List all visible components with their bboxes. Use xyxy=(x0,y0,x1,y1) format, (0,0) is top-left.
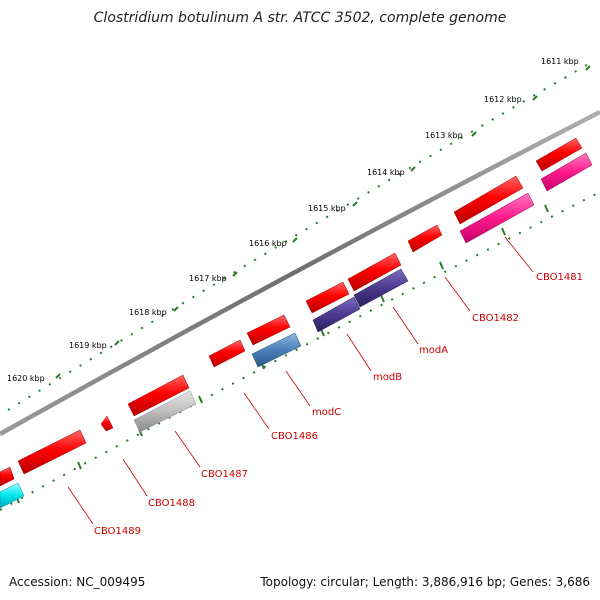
scale-label-1620: 1620 kbp xyxy=(7,374,45,383)
scale-label-1612: 1612 kbp xyxy=(484,95,522,104)
gene-arrow-cbo1481-outer[interactable] xyxy=(453,175,524,225)
leader-cbo1488 xyxy=(122,458,148,497)
scale-label-1618: 1618 kbp xyxy=(129,308,167,317)
gene-box-cbo1490[interactable] xyxy=(0,482,25,509)
gene-box-cbo1481-b[interactable] xyxy=(459,192,535,244)
label-leaders xyxy=(67,236,534,525)
gene-box-cbo1481-a[interactable] xyxy=(540,152,593,192)
gene-arrow-cbo1482[interactable] xyxy=(407,224,443,253)
scale-tick-1613 xyxy=(471,131,477,137)
leader-cbo1487 xyxy=(174,430,201,468)
gene-box-modb[interactable] xyxy=(312,296,361,333)
gene-arrow-cbo1480[interactable] xyxy=(535,137,583,172)
outer-scale-dots xyxy=(7,61,593,411)
outer-scale-ring xyxy=(7,61,593,411)
scale-label-1614: 1614 kbp xyxy=(367,168,405,177)
gene-label-modb[interactable]: modB xyxy=(373,372,402,383)
gene-arrow-cbo1490[interactable] xyxy=(0,466,15,487)
gene-label-moda[interactable]: modA xyxy=(419,345,448,356)
scale-tick-1612 xyxy=(532,95,538,101)
gene-arrow-cbo1486[interactable] xyxy=(208,339,246,368)
leader-moda xyxy=(392,306,419,345)
gene-box-modc[interactable] xyxy=(251,332,302,368)
gene-box-moda[interactable] xyxy=(353,268,409,308)
scale-labels: 1611 kbp 1612 kbp 1613 kbp 1614 kbp 1615… xyxy=(7,57,579,383)
map-title: Clostridium botulinum A str. ATCC 3502, … xyxy=(93,10,507,26)
inner-tick-9 xyxy=(77,461,82,470)
gene-label-cbo1489[interactable]: CBO1489 xyxy=(94,526,141,537)
gene-box-cbo1487[interactable] xyxy=(133,390,197,433)
inner-tick-7 xyxy=(198,395,203,404)
genome-summary-text: Topology: circular; Length: 3,886,916 bp… xyxy=(260,575,590,589)
gene-arrow-cbo1488[interactable] xyxy=(100,415,114,432)
gene-label-cbo1482[interactable]: CBO1482 xyxy=(472,313,519,324)
gene-label-cbo1487[interactable]: CBO1487 xyxy=(201,469,248,480)
scale-tick-1618 xyxy=(173,306,179,312)
gene-label-cbo1488[interactable]: CBO1488 xyxy=(148,498,195,509)
scale-tick-1617 xyxy=(232,271,238,277)
leader-cbo1489 xyxy=(67,486,94,525)
gene-features xyxy=(0,137,593,509)
scale-tick-1619 xyxy=(114,340,120,346)
scale-tick-1616 xyxy=(292,237,298,243)
gene-labels: CBO1481 CBO1482 modA modB modC CBO1486 C… xyxy=(94,272,583,537)
scale-tick-1615 xyxy=(352,201,358,207)
scale-tick-1620 xyxy=(55,373,61,379)
inner-scale-ring xyxy=(0,191,600,511)
genome-backbone xyxy=(0,109,600,436)
scale-tick-1611 xyxy=(585,65,591,71)
inner-tick-2 xyxy=(501,227,506,236)
inner-tick-1 xyxy=(544,204,549,213)
gene-arrow-modb-outer[interactable] xyxy=(305,281,350,314)
leader-cbo1482 xyxy=(444,276,471,312)
gene-arrow-cbo1487-outer[interactable] xyxy=(127,374,190,417)
scale-label-1617: 1617 kbp xyxy=(189,274,227,283)
scale-tick-1614 xyxy=(410,166,416,172)
gene-arrow-cbo1489[interactable] xyxy=(17,429,87,475)
gene-label-modc[interactable]: modC xyxy=(312,407,341,418)
scale-label-1613: 1613 kbp xyxy=(425,131,463,140)
scale-label-1619: 1619 kbp xyxy=(69,341,107,350)
inner-tick-3 xyxy=(439,261,444,270)
leader-cbo1481 xyxy=(504,236,534,273)
gene-arrow-modc-outer[interactable] xyxy=(246,314,291,346)
leader-modc xyxy=(285,370,311,407)
leader-cbo1486 xyxy=(243,392,270,430)
inner-scale-dots xyxy=(0,191,600,511)
gene-label-cbo1481[interactable]: CBO1481 xyxy=(536,272,583,283)
scale-label-1615: 1615 kbp xyxy=(308,204,346,213)
inner-tick-4 xyxy=(380,294,385,303)
scale-label-1611: 1611 kbp xyxy=(541,57,579,66)
leader-modb xyxy=(346,333,372,372)
accession-text: Accession: NC_009495 xyxy=(9,575,146,589)
scale-label-1616: 1616 kbp xyxy=(249,239,287,248)
gene-label-cbo1486[interactable]: CBO1486 xyxy=(271,431,318,442)
gene-arrow-moda-outer[interactable] xyxy=(347,252,402,292)
